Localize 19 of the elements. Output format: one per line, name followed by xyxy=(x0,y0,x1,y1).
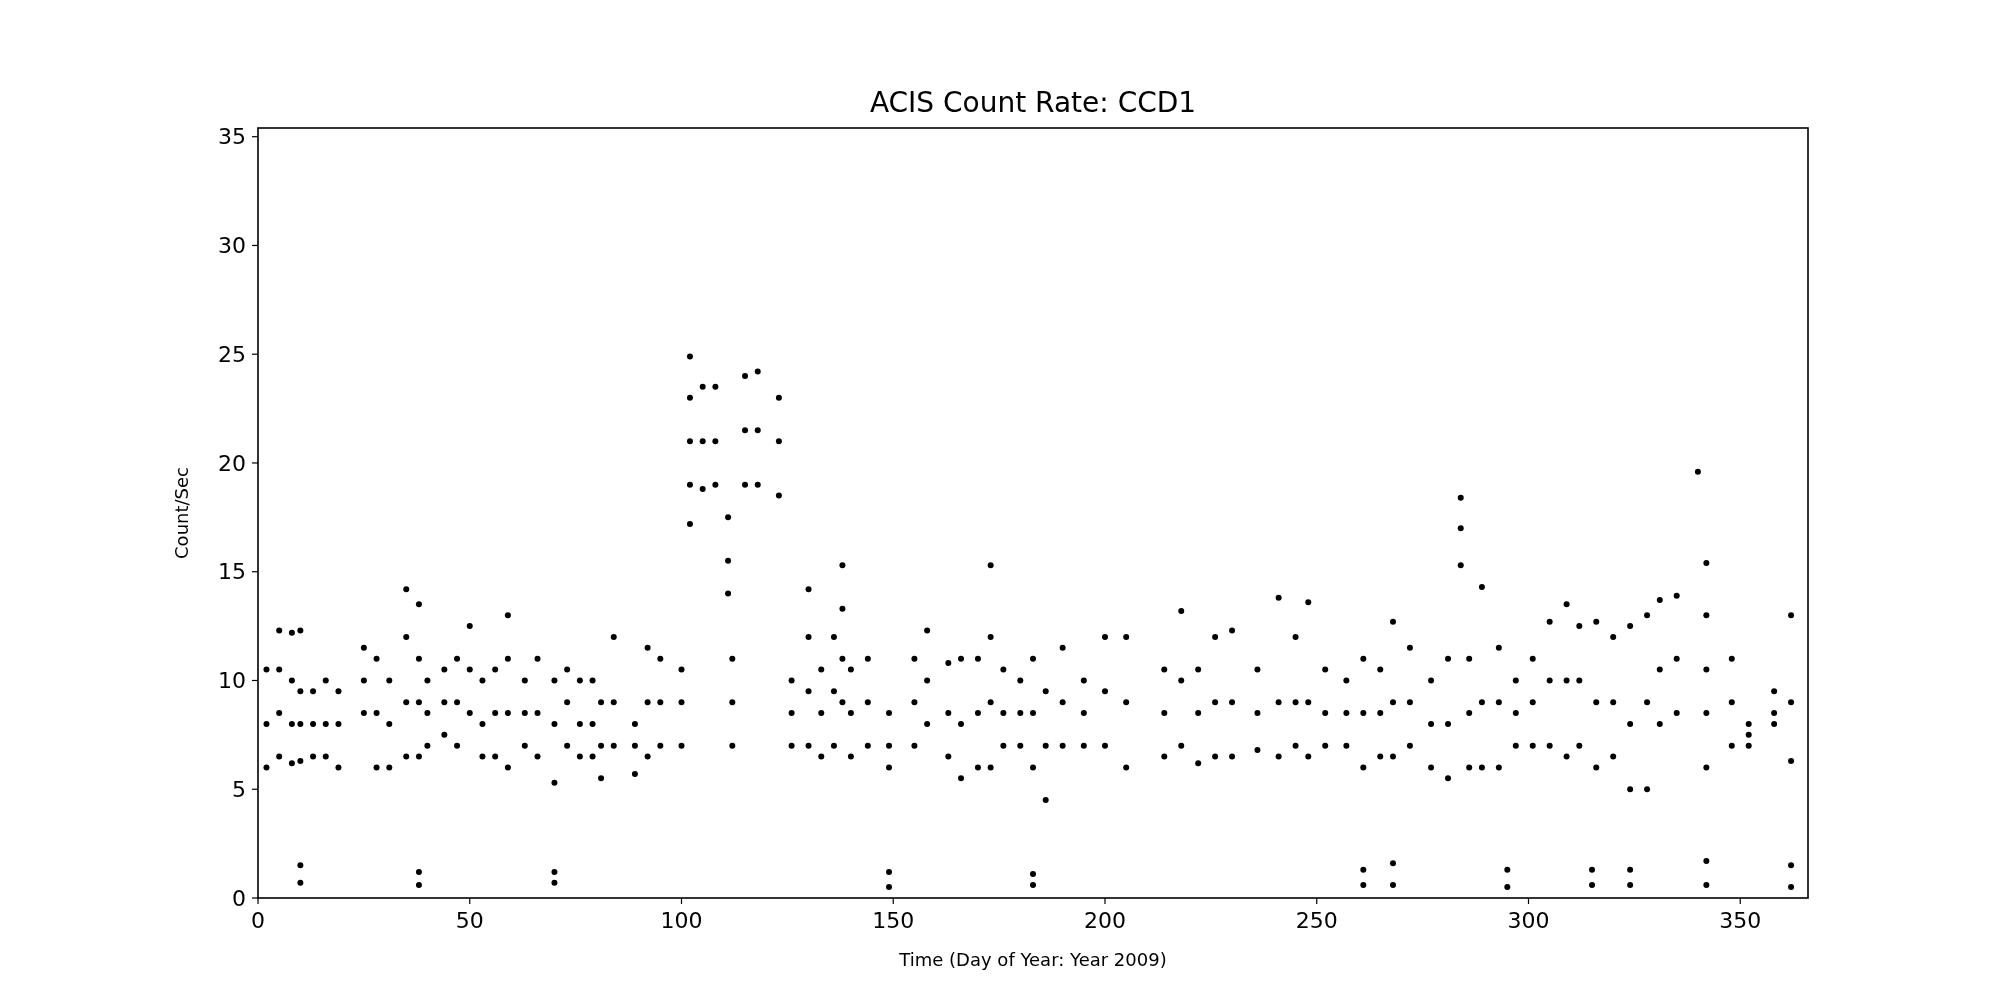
x-tick-label: 100 xyxy=(660,908,703,933)
chart-title: ACIS Count Rate: CCD1 xyxy=(869,86,1197,119)
y-tick-label: 10 xyxy=(218,668,246,694)
x-tick-label: 150 xyxy=(872,908,915,933)
y-tick-label: 5 xyxy=(232,776,246,802)
x-tick-label: 50 xyxy=(455,908,484,933)
x-tick-label: 200 xyxy=(1083,908,1126,933)
x-tick-label: 350 xyxy=(1719,908,1762,933)
y-tick-label: 30 xyxy=(218,233,246,259)
x-tick-label: 0 xyxy=(251,908,265,933)
y-axis-title: Count/Sec xyxy=(171,467,192,559)
y-tick-label: 20 xyxy=(218,450,246,476)
x-tick-label: 250 xyxy=(1295,908,1338,933)
y-tick-label: 15 xyxy=(218,559,246,585)
x-tick-label: 300 xyxy=(1507,908,1550,933)
y-tick-label: 35 xyxy=(218,124,246,150)
y-tick-label: 0 xyxy=(232,885,246,911)
y-tick-label: 25 xyxy=(218,341,246,367)
x-axis-title: Time (Day of Year: Year 2009) xyxy=(898,949,1167,970)
